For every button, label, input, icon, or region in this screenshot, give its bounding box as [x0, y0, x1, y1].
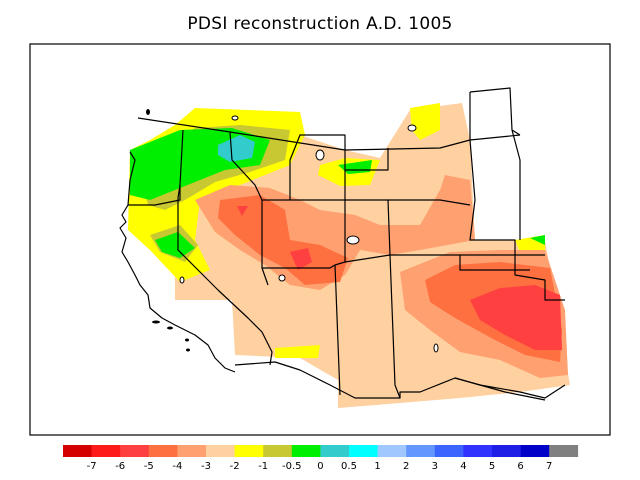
legend-swatch [148, 445, 178, 457]
region-green-east [530, 235, 545, 245]
legend-tick-label: 1 [374, 461, 380, 472]
yellowstone-lake [315, 149, 325, 161]
legend-swatch [349, 445, 378, 457]
region-green-sw [155, 232, 195, 258]
lake-tahoe [179, 276, 185, 284]
lakes [179, 115, 439, 353]
map-title: PDSI reconstruction A.D. 1005 [187, 14, 453, 34]
region-red-west [290, 248, 312, 270]
legend-swatch [291, 445, 321, 457]
pacific-coastline [119, 151, 236, 373]
legend-swatch [206, 445, 235, 457]
legend-tick-label: 6 [517, 461, 523, 472]
legend-tick-label: 0 [317, 461, 323, 472]
border-texas-east [514, 255, 565, 301]
legend-swatch [234, 445, 264, 457]
legend-swatch [377, 445, 407, 457]
legend-tick-label: 7 [546, 461, 552, 472]
region-yellow-ne [410, 103, 440, 140]
region-red-east [470, 285, 562, 350]
legend-swatch [434, 445, 464, 457]
legend-swatch [320, 445, 350, 457]
region-orange-west [218, 195, 348, 285]
legend-tick-label: 5 [489, 461, 495, 472]
boundaries [119, 87, 566, 401]
legend-tick-label: 0.5 [341, 461, 357, 472]
legend-tick-label: -1 [258, 461, 268, 472]
legend-swatch [120, 445, 150, 457]
island-channel-1 [152, 320, 160, 324]
border-idaho-west [177, 129, 184, 199]
border-north-dakota [469, 87, 521, 136]
legend-tick-label: -6 [115, 461, 125, 472]
border-nebraska-kansas [388, 199, 471, 206]
islands [146, 109, 190, 352]
legend-tick-label: 2 [403, 461, 409, 472]
map-frame [29, 43, 611, 436]
legend-swatch [406, 445, 436, 457]
border-ut-az [262, 261, 346, 269]
pdsi-field [128, 103, 570, 408]
legend-swatch [63, 445, 92, 457]
region-red-northwest [237, 206, 248, 216]
legend-tick-label: -4 [172, 461, 182, 472]
legend-swatch [263, 445, 293, 457]
legend-swatch [177, 445, 207, 457]
border-ca-nv [177, 198, 273, 366]
legend-tick-label: 3 [432, 461, 438, 472]
legend-tick-label: -0.5 [282, 461, 302, 472]
legend-swatch [492, 445, 521, 457]
island-puget [146, 109, 150, 115]
legend-swatch [520, 445, 550, 457]
border-az-nm [334, 264, 341, 396]
lake-pend-oreille [231, 115, 239, 121]
island-channel-2 [167, 326, 173, 330]
legend-swatch [91, 445, 121, 457]
texas-coast [454, 377, 566, 399]
great-salt-lake [346, 235, 360, 245]
border-nm-tx [389, 254, 401, 399]
legend-swatch [463, 445, 493, 457]
border-utah-wyoming [289, 134, 346, 200]
island-channel-4 [186, 348, 190, 352]
border-idaho-montana [229, 131, 290, 201]
legend-swatch [549, 445, 579, 457]
lake-sakakawea [407, 124, 417, 132]
lake-mead [278, 274, 286, 282]
border-49th-parallel [137, 117, 521, 151]
region-teal [218, 135, 255, 162]
legend-tick-label: -7 [87, 461, 97, 472]
border-wa-or [128, 185, 181, 206]
border-oklahoma-panhandle [459, 255, 530, 271]
legend-tick-label: -5 [144, 461, 154, 472]
legend-tick-label: 4 [460, 461, 466, 472]
elephant-butte [433, 343, 439, 353]
region-yellow-south [275, 345, 320, 358]
legend-tick-label: -2 [230, 461, 240, 472]
legend-tick-label: -3 [201, 461, 211, 472]
border-mn [511, 129, 521, 240]
island-channel-3 [185, 338, 189, 342]
border-wyoming-south [290, 148, 389, 201]
